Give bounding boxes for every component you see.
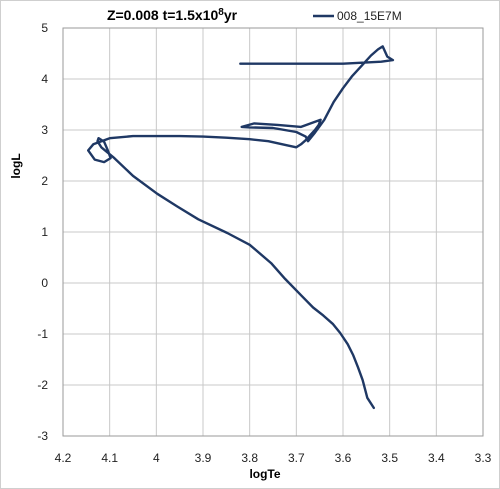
x-tick-label: 3.5 <box>381 451 398 465</box>
x-tick-label: 3.8 <box>241 451 258 465</box>
series-line-008-15e7m <box>87 45 395 410</box>
tick-labels: 4.2 4.1 4 3.9 3.8 3.7 3.6 3.5 3.4 3.3 5 4 3 2 1 0 -1 -2 -3 <box>37 21 491 465</box>
x-tick-label: 3.9 <box>195 451 212 465</box>
x-tick-label: 4 <box>153 451 160 465</box>
y-axis-title: logL <box>9 153 23 178</box>
y-tick-label: 3 <box>41 123 48 137</box>
x-tick-label: 4.2 <box>55 451 72 465</box>
y-tick-label: -1 <box>37 327 48 341</box>
x-tick-label: 4.1 <box>101 451 118 465</box>
x-tick-label: 3.7 <box>288 451 305 465</box>
y-tick-label: 0 <box>41 276 48 290</box>
plot-area-frame <box>62 27 484 437</box>
legend: 008_15E7M <box>313 9 402 23</box>
y-tick-label: 1 <box>41 225 48 239</box>
y-tick-label: 4 <box>41 72 48 86</box>
chart-title: Z=0.008 t=1.5x108yr <box>107 7 238 23</box>
y-tick-label: 5 <box>41 21 48 35</box>
x-tick-label: 3.3 <box>475 451 492 465</box>
y-tick-label: -2 <box>37 378 48 392</box>
x-tick-label: 3.6 <box>335 451 352 465</box>
y-tick-label: -3 <box>37 429 48 443</box>
x-axis-title: logTe <box>249 467 280 481</box>
y-tick-label: 2 <box>41 174 48 188</box>
legend-label: 008_15E7M <box>337 9 402 23</box>
x-tick-label: 3.4 <box>428 451 445 465</box>
